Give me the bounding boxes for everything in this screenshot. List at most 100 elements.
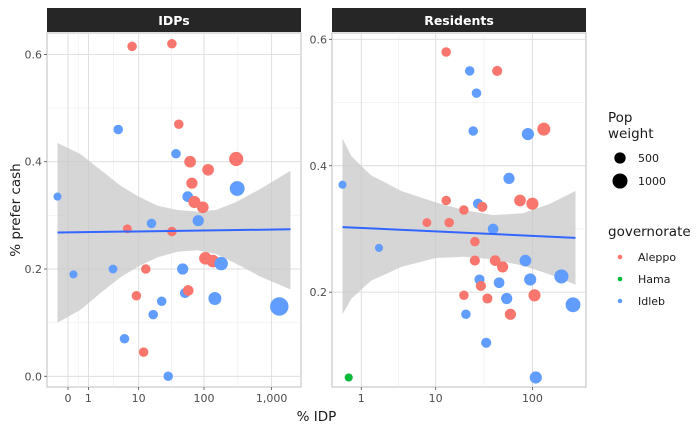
data-point-idleb xyxy=(501,292,513,305)
data-point-aleppo xyxy=(514,194,526,207)
data-point-idleb xyxy=(208,292,222,305)
legend-color-key-aleppo xyxy=(617,254,623,260)
facet-strip-label: Residents xyxy=(424,13,494,28)
data-point-idleb xyxy=(119,333,130,344)
data-point-idleb xyxy=(481,337,492,348)
x-tick-label: 10 xyxy=(429,392,443,405)
data-point-idleb xyxy=(69,270,78,279)
data-point-idleb xyxy=(163,371,173,382)
data-point-idleb xyxy=(146,218,157,229)
data-point-aleppo xyxy=(470,236,480,247)
data-point-aleppo xyxy=(469,255,480,266)
trend-line xyxy=(57,228,291,234)
x-tick-label: 1 xyxy=(85,392,92,405)
panel-idps: IDPs 0.0 0.2 0.4 0.6 0 1 10 100 1,000 xyxy=(25,8,302,405)
data-point-aleppo xyxy=(422,218,432,228)
data-point-aleppo xyxy=(504,308,516,320)
confidence-band xyxy=(342,138,576,315)
data-point-aleppo xyxy=(528,289,541,302)
data-point-idleb xyxy=(493,277,505,289)
x-tick-label: 100 xyxy=(522,392,543,405)
trend-line xyxy=(342,226,576,239)
data-point-idleb xyxy=(471,88,482,98)
data-point-idleb xyxy=(270,297,289,316)
facet-strip xyxy=(332,8,586,32)
data-point-idleb xyxy=(529,371,542,384)
y-tick-label: 0.0 xyxy=(25,370,43,383)
legend-color-key-idleb xyxy=(617,298,623,304)
y-tick-label: 0.4 xyxy=(310,160,328,173)
data-point-aleppo xyxy=(497,261,509,273)
legend-size-key xyxy=(614,152,626,164)
data-point-idleb xyxy=(487,223,499,235)
data-point-idleb xyxy=(521,128,534,141)
data-point-aleppo xyxy=(441,47,451,57)
data-point-aleppo xyxy=(138,347,149,357)
x-tick-label: 10 xyxy=(132,392,146,405)
facet-strip-label: IDPs xyxy=(158,13,189,28)
data-point-aleppo xyxy=(444,217,454,228)
data-point-aleppo xyxy=(477,201,488,212)
data-point-idleb xyxy=(156,296,167,306)
data-point-idleb xyxy=(214,256,228,271)
data-point-hama xyxy=(344,373,353,382)
x-tick-label: 1 xyxy=(358,392,365,405)
data-point-aleppo xyxy=(131,291,142,301)
data-point-idleb xyxy=(464,66,475,76)
data-point-aleppo xyxy=(186,177,198,189)
data-point-aleppo xyxy=(489,255,501,266)
data-point-idleb xyxy=(374,243,384,252)
y-tick-label: 0.2 xyxy=(310,286,328,299)
data-point-idleb xyxy=(503,172,515,184)
legend-color-label: Aleppo xyxy=(638,251,676,264)
y-tick-label: 0.6 xyxy=(25,48,43,61)
legend-color-key-hama xyxy=(617,276,623,282)
legend-size-title: Pop weight xyxy=(608,110,654,142)
legend-size-label: 500 xyxy=(638,152,659,165)
x-tick-label: 1,000 xyxy=(256,392,288,405)
x-tick-label: 100 xyxy=(194,392,215,405)
facet-strip xyxy=(47,8,301,32)
data-point-aleppo xyxy=(537,122,551,136)
legend-color-title: governorate xyxy=(608,224,691,240)
data-point-idleb xyxy=(229,181,245,196)
data-point-idleb xyxy=(519,254,532,267)
data-point-idleb xyxy=(565,297,581,313)
data-point-idleb xyxy=(177,263,189,275)
data-point-idleb xyxy=(148,309,158,320)
data-point-aleppo xyxy=(127,41,137,52)
legend: Pop weight 500 1000 governorate Aleppo Hama Idl… xyxy=(608,110,691,308)
data-point-idleb xyxy=(192,215,204,227)
data-point-aleppo xyxy=(526,197,539,210)
data-point-idleb xyxy=(338,180,347,189)
data-point-aleppo xyxy=(482,293,493,304)
data-point-aleppo xyxy=(492,65,503,76)
data-point-aleppo xyxy=(459,205,469,215)
data-point-aleppo xyxy=(202,163,214,176)
y-tick-label: 0.4 xyxy=(25,156,43,169)
data-point-idleb xyxy=(108,264,118,274)
data-point-aleppo xyxy=(459,290,469,301)
legend-color-label: Hama xyxy=(638,273,670,286)
data-point-idleb xyxy=(524,273,537,286)
data-point-idleb xyxy=(171,148,181,159)
y-tick-label: 0.2 xyxy=(25,263,43,276)
legend-size-key xyxy=(612,173,628,189)
legend-color-label: Idleb xyxy=(638,295,665,308)
data-point-aleppo xyxy=(182,285,194,296)
y-tick-label: 0.6 xyxy=(310,33,328,46)
legend-size-label: 1000 xyxy=(638,175,666,188)
data-point-aleppo xyxy=(441,195,451,206)
panel-residents: Residents 0.2 0.4 0.6 1 10 100 xyxy=(310,8,587,405)
data-point-idleb xyxy=(113,124,123,135)
data-point-idleb xyxy=(53,192,62,201)
data-point-aleppo xyxy=(229,151,244,167)
data-point-aleppo xyxy=(196,201,209,214)
x-axis-title: % IDP xyxy=(297,409,337,425)
data-point-aleppo xyxy=(475,280,486,291)
y-axis-title: % prefer cash xyxy=(8,163,24,256)
data-point-aleppo xyxy=(141,264,151,274)
data-point-idleb xyxy=(554,269,569,284)
data-point-aleppo xyxy=(174,119,184,129)
